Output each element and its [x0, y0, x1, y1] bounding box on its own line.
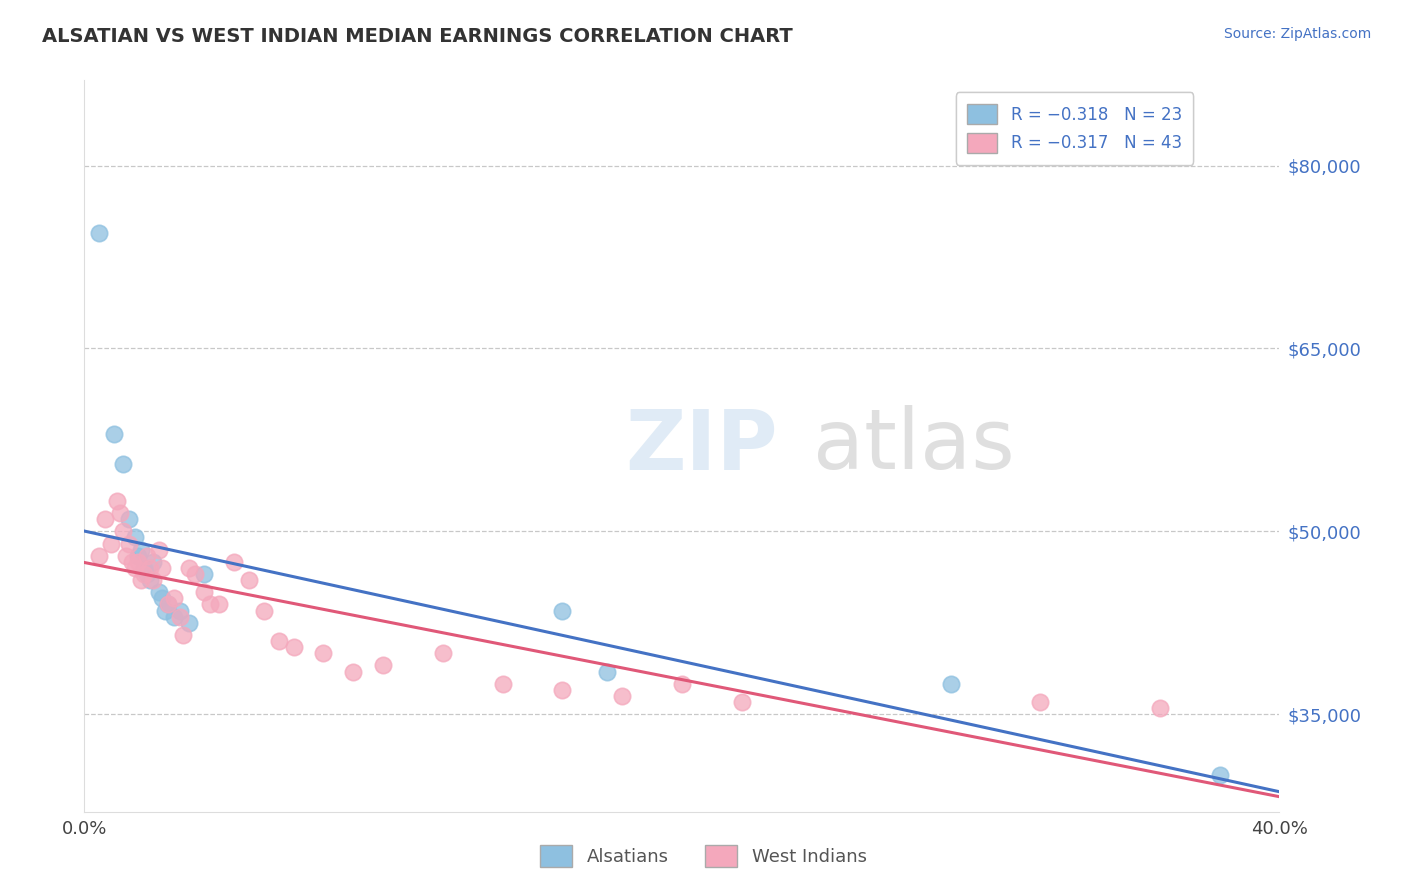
Point [222, 555, 245, 569]
Point [551, 604, 574, 618]
Point [432, 646, 454, 660]
Point [100, 536, 122, 550]
Point [157, 598, 180, 612]
Point [193, 567, 215, 582]
Legend: R = −0.318   N = 23, R = −0.317   N = 43: R = −0.318 N = 23, R = −0.317 N = 43 [956, 92, 1194, 165]
Text: atlas: atlas [814, 406, 1015, 486]
Point [124, 530, 146, 544]
Point [148, 585, 170, 599]
Text: Source: ZipAtlas.com: Source: ZipAtlas.com [1223, 27, 1371, 41]
Point [89, 226, 111, 240]
Point [157, 598, 180, 612]
Point [127, 555, 149, 569]
Point [115, 549, 138, 563]
Text: ALSATIAN VS WEST INDIAN MEDIAN EARNINGS CORRELATION CHART: ALSATIAN VS WEST INDIAN MEDIAN EARNINGS … [42, 27, 793, 45]
Point [124, 561, 146, 575]
Point [1149, 701, 1171, 715]
Point [312, 646, 335, 660]
Point [132, 567, 156, 582]
Point [94, 512, 117, 526]
Point [198, 598, 221, 612]
Point [731, 695, 754, 709]
Point [150, 561, 173, 575]
Point [169, 609, 191, 624]
Point [612, 689, 634, 703]
Point [105, 494, 128, 508]
Point [132, 561, 156, 575]
Point [208, 598, 231, 612]
Point [342, 665, 364, 679]
Point [671, 676, 693, 690]
Point [267, 634, 290, 648]
Point [103, 426, 125, 441]
Point [163, 609, 186, 624]
Point [129, 573, 152, 587]
Point [118, 512, 141, 526]
Point [169, 604, 191, 618]
Point [142, 555, 165, 569]
Point [373, 658, 395, 673]
Point [283, 640, 305, 655]
Point [492, 676, 515, 690]
Point [136, 549, 159, 563]
Point [1029, 695, 1052, 709]
Point [127, 549, 149, 563]
Legend: Alsatians, West Indians: Alsatians, West Indians [533, 838, 873, 874]
Point [172, 628, 194, 642]
Point [118, 536, 141, 550]
Point [148, 542, 170, 557]
Point [129, 542, 152, 557]
Point [112, 458, 135, 472]
Point [1209, 768, 1232, 782]
Point [89, 549, 111, 563]
Point [112, 524, 135, 539]
Point [551, 682, 574, 697]
Point [193, 585, 215, 599]
Point [121, 555, 143, 569]
Point [177, 561, 200, 575]
Point [177, 615, 200, 630]
Point [142, 573, 165, 587]
Point [596, 665, 619, 679]
Point [184, 567, 207, 582]
Point [238, 573, 260, 587]
Point [153, 604, 176, 618]
Point [110, 506, 132, 520]
Point [939, 676, 962, 690]
Point [139, 573, 162, 587]
Point [136, 567, 159, 582]
Point [150, 591, 173, 606]
Text: ZIP: ZIP [626, 406, 778, 486]
Point [253, 604, 276, 618]
Point [139, 561, 162, 575]
Point [163, 591, 186, 606]
